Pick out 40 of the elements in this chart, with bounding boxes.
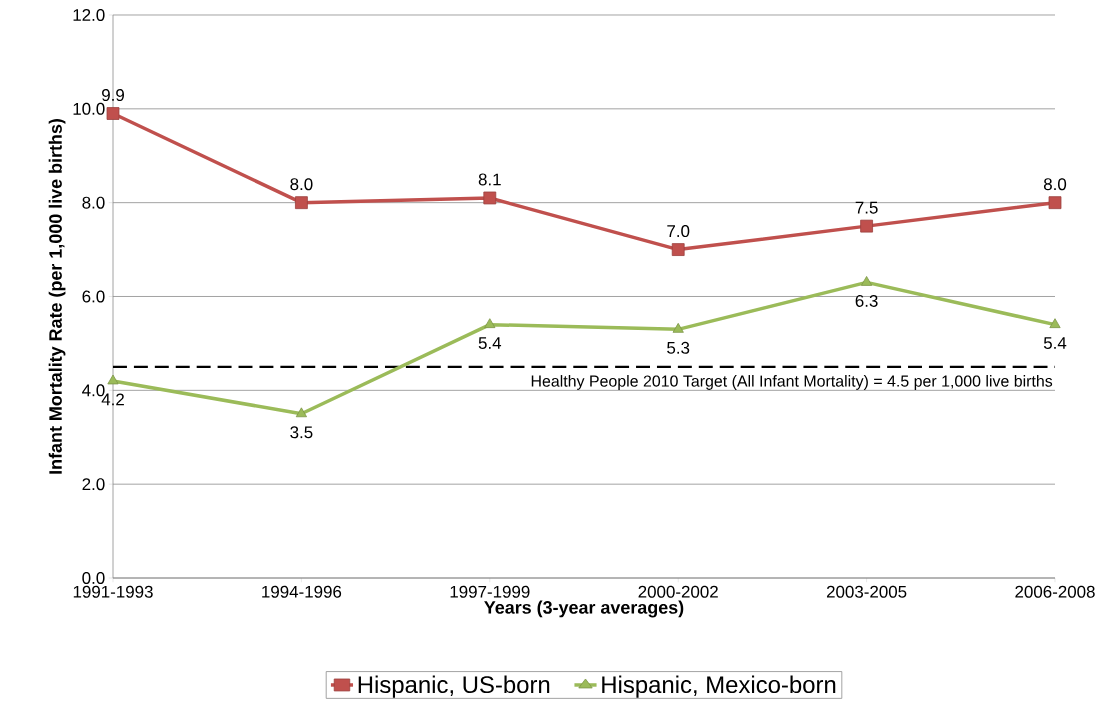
data-label: 5.4	[1043, 337, 1067, 349]
y-tick-label: 6.0	[82, 290, 105, 303]
y-tick-label: 2.0	[82, 478, 105, 491]
x-tick-label: 1994-1996	[262, 585, 342, 598]
y-tick-label: 10.0	[73, 102, 105, 115]
data-label: 5.3	[667, 341, 690, 354]
x-tick-label: 2000-2002	[638, 585, 718, 598]
point	[671, 243, 685, 256]
point	[1048, 196, 1062, 210]
y-tick-label: 12.0	[73, 8, 105, 21]
point	[295, 196, 308, 210]
point	[107, 374, 119, 385]
point	[483, 191, 497, 205]
data-label: 9.9	[102, 89, 124, 102]
point	[106, 107, 120, 120]
point	[484, 318, 496, 329]
point	[861, 276, 873, 286]
point	[1049, 318, 1061, 329]
x-axis-title: Years (3-year averages)	[484, 600, 684, 618]
data-label: 8.0	[290, 178, 313, 191]
data-label: 3.5	[290, 426, 313, 439]
point	[672, 322, 684, 333]
data-label: 6.3	[855, 294, 878, 307]
point	[860, 219, 873, 233]
y-axis-title: Infant Mortality Rate (per 1,000 live births)	[48, 119, 66, 474]
x-tick-label: 2003-2005	[826, 585, 907, 598]
data-label: 7.0	[667, 225, 690, 238]
data-label: 5.4	[478, 337, 502, 349]
x-tick-label: 2006-2008	[1015, 585, 1095, 598]
x-tick-label: 1991-1993	[73, 585, 153, 598]
legend-label: Hispanic, US-born	[358, 675, 550, 698]
y-tick-label: 0.0	[82, 572, 105, 584]
data-label: 8.1	[478, 173, 501, 186]
point	[295, 407, 307, 418]
x-tick-label: 1997-1999	[450, 585, 530, 598]
data-label: 8.0	[1043, 178, 1067, 191]
legend-label: Hispanic, Mexico-born	[602, 675, 836, 698]
ref-line-label: Healthy People 2010 Target (All Infant Mortality) = 4.5 per 1,000 live births	[531, 375, 1053, 390]
data-label: 7.5	[855, 201, 878, 214]
y-tick-label: 8.0	[82, 196, 105, 209]
